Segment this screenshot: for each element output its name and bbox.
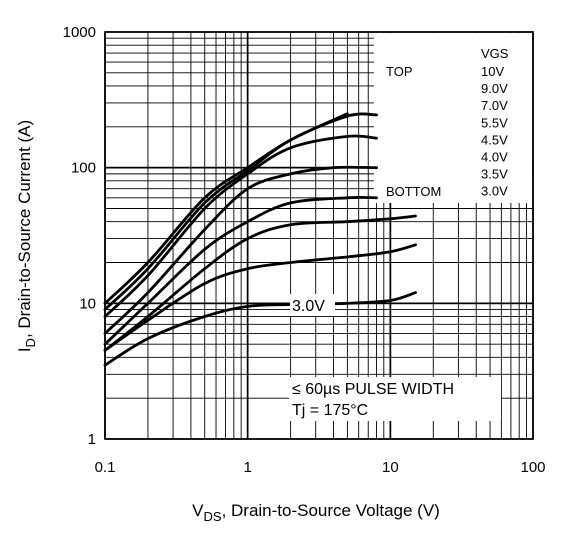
- series-line: [103, 112, 378, 311]
- x-tick-label: 0.1: [95, 459, 116, 476]
- legend-top-label: TOP: [386, 64, 413, 79]
- x-tick-label: 1: [243, 459, 251, 476]
- y-axis-title: ID, Drain-to-Source Current (A): [15, 120, 38, 352]
- legend-entry: 9.0V: [481, 81, 508, 96]
- legend-entry: 3.0V: [481, 184, 508, 199]
- series-line: [103, 291, 417, 367]
- curve-label-bg: [290, 294, 335, 316]
- y-tick-label: 1000: [63, 24, 96, 41]
- legend-entry: 5.5V: [481, 115, 508, 130]
- temperature-note: Tj = 175°C: [292, 402, 368, 419]
- series-line: [103, 196, 378, 346]
- y-tick-label: 10: [79, 295, 96, 312]
- x-tick-label: 100: [520, 459, 545, 476]
- legend-box: [374, 33, 532, 203]
- legend-entry: 10V: [481, 64, 504, 79]
- pulse-width-note: ≤ 60µs PULSE WIDTH: [292, 381, 454, 398]
- series-line: [103, 243, 417, 352]
- legend-entry: 7.0V: [481, 98, 508, 113]
- series-line: [103, 134, 378, 318]
- legend: VGS TOP BOTTOM 10V 9.0V 7.0V 5.5V 4.5V 4.0V 3.5V 3…: [374, 33, 532, 203]
- annotations: 3.0V ≤ 60µs PULSE WIDTH Tj = 175°C: [289, 294, 501, 421]
- plot-frame: [104, 31, 534, 440]
- curve-label-3v: 3.0V: [292, 298, 325, 315]
- legend-entry: 3.5V: [481, 167, 508, 182]
- legend-entry: 4.0V: [481, 150, 508, 165]
- legend-header: VGS: [481, 46, 509, 61]
- y-tick-label: 100: [71, 160, 96, 177]
- series-line: [103, 214, 417, 352]
- plot-border: [104, 31, 534, 440]
- tick-labels: 0.1 1 10 100 1 10 100 1000: [63, 24, 546, 476]
- y-tick-label: 1: [88, 431, 96, 448]
- legend-bottom-label: BOTTOM: [386, 184, 441, 199]
- x-axis-title: VDS, Drain-to-Source Voltage (V): [192, 501, 440, 524]
- conditions-box: [289, 377, 501, 421]
- x-tick-label: 10: [382, 459, 399, 476]
- legend-entry: 4.5V: [481, 132, 508, 147]
- series-line: [103, 165, 378, 335]
- series-group: [103, 112, 417, 367]
